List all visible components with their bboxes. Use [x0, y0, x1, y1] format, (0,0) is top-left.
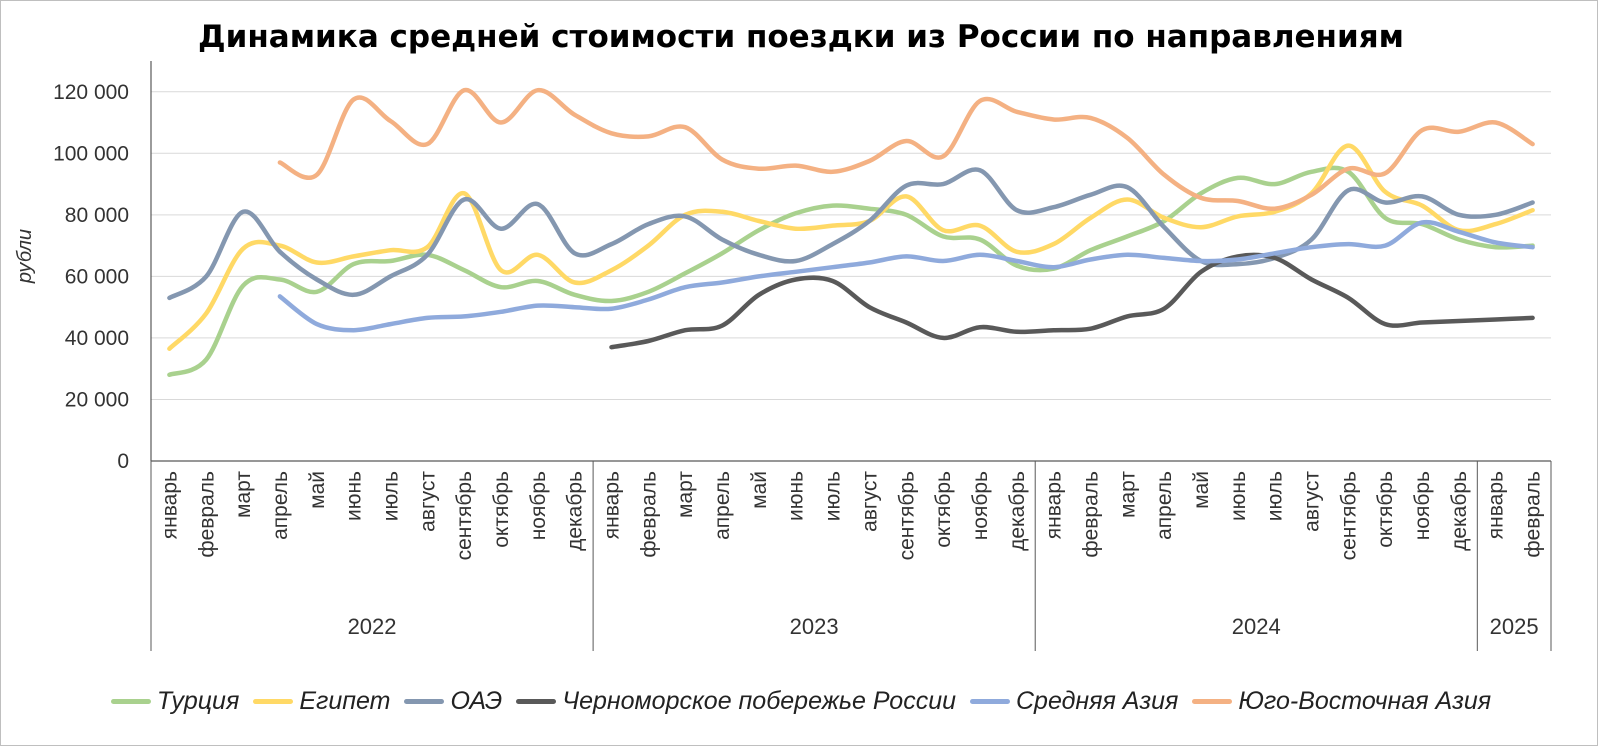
x-tick-label: апрель: [1153, 471, 1176, 540]
y-tick-label: 60 000: [65, 265, 129, 288]
legend-item: Средняя Азия: [970, 687, 1178, 716]
year-label: 2022: [348, 614, 397, 639]
y-axis-label: рубли: [14, 229, 36, 284]
x-tick-label: октябрь: [1374, 471, 1397, 548]
legend-item: Черноморское побережье России: [516, 687, 956, 716]
x-tick-label: август: [416, 471, 439, 532]
legend-item: Турция: [110, 687, 240, 716]
year-label: 2023: [790, 614, 839, 639]
x-tick-label: март: [1116, 471, 1139, 518]
legend-label: Юго-Восточная Азия: [1238, 687, 1492, 715]
x-tick-label: июнь: [785, 471, 808, 521]
y-tick-label: 100 000: [53, 142, 129, 165]
series-line-турция: [167, 165, 1535, 378]
legend-swatch: [516, 699, 557, 704]
series-line-юго-восточная-азия: [277, 87, 1535, 211]
x-tick-label: сентябрь: [1337, 471, 1360, 560]
x-tick-label: август: [1301, 471, 1324, 532]
x-tick-label: апрель: [711, 471, 734, 540]
series-line-оаэ: [167, 167, 1535, 301]
x-tick-label: май: [306, 471, 329, 509]
legend-label: Египет: [299, 687, 391, 715]
x-tick-label: январь: [1043, 471, 1066, 539]
line-chart: 0 20 000 40 000 60 000 80 000 100 000 120 000 р…: [14, 61, 1552, 651]
legend-swatch: [110, 699, 151, 704]
x-tick-label: апрель: [269, 471, 292, 540]
x-tick-label: август: [858, 471, 881, 532]
legend-swatch: [970, 699, 1010, 704]
x-tick-label: январь: [1485, 471, 1508, 539]
y-tick-label: 40 000: [65, 327, 129, 350]
x-tick-label: ноябрь: [1411, 471, 1434, 540]
x-tick-label: май: [748, 471, 771, 509]
x-tick-label: май: [1190, 471, 1213, 509]
x-tick-label: март: [232, 471, 255, 518]
y-tick-label: 20 000: [65, 388, 129, 411]
x-tick-label: сентябрь: [895, 471, 918, 560]
x-tick-label: сентябрь: [453, 471, 476, 560]
legend-label: Турция: [156, 687, 240, 715]
y-tick-label: 0: [117, 450, 129, 473]
x-tick-label: февраль: [637, 471, 660, 558]
legend-label: ОАЭ: [450, 687, 503, 715]
x-tick-label: октябрь: [490, 471, 513, 548]
x-tick-label: июнь: [1227, 471, 1250, 521]
x-tick-label: июль: [379, 471, 402, 521]
x-tick-label: июнь: [343, 471, 366, 521]
x-tick-label: февраль: [1079, 471, 1102, 558]
legend-item: ОАЭ: [404, 687, 502, 716]
series-line-средняя-азия: [277, 219, 1535, 333]
legend-item: Египет: [253, 687, 390, 716]
year-label: 2024: [1232, 614, 1281, 639]
x-tick-label: июль: [1264, 471, 1287, 521]
legend-label: Черноморское побережье России: [562, 687, 956, 715]
x-tick-label: февраль: [1522, 471, 1545, 558]
x-tick-label: июль: [822, 471, 845, 521]
legend-swatch: [1192, 699, 1233, 704]
x-tick-label: февраль: [195, 471, 218, 558]
x-tick-label: декабрь: [1448, 471, 1471, 551]
y-tick-label: 80 000: [65, 204, 129, 227]
x-tick-label: ноябрь: [527, 471, 550, 540]
x-tick-label: январь: [158, 471, 181, 539]
x-tick-label: октябрь: [932, 471, 955, 548]
x-tick-label: декабрь: [564, 471, 587, 551]
x-tick-label: декабрь: [1006, 471, 1029, 551]
legend: Турция Египет ОАЭ Черноморское побережье Ро…: [1, 687, 1600, 716]
series-line-черноморское-побережье-россии: [609, 252, 1535, 350]
legend-swatch: [404, 699, 445, 704]
legend-label: Средняя Азия: [1016, 687, 1179, 715]
y-tick-label: 120 000: [53, 81, 129, 104]
year-label: 2025: [1490, 614, 1539, 639]
x-tick-label: март: [674, 471, 697, 518]
chart-title: Динамика средней стоимости поездки из Ро…: [198, 19, 1404, 55]
legend-swatch: [253, 699, 294, 704]
x-tick-label: ноябрь: [969, 471, 992, 540]
x-tick-label: январь: [601, 471, 624, 539]
legend-item: Юго-Восточная Азия: [1192, 687, 1491, 716]
